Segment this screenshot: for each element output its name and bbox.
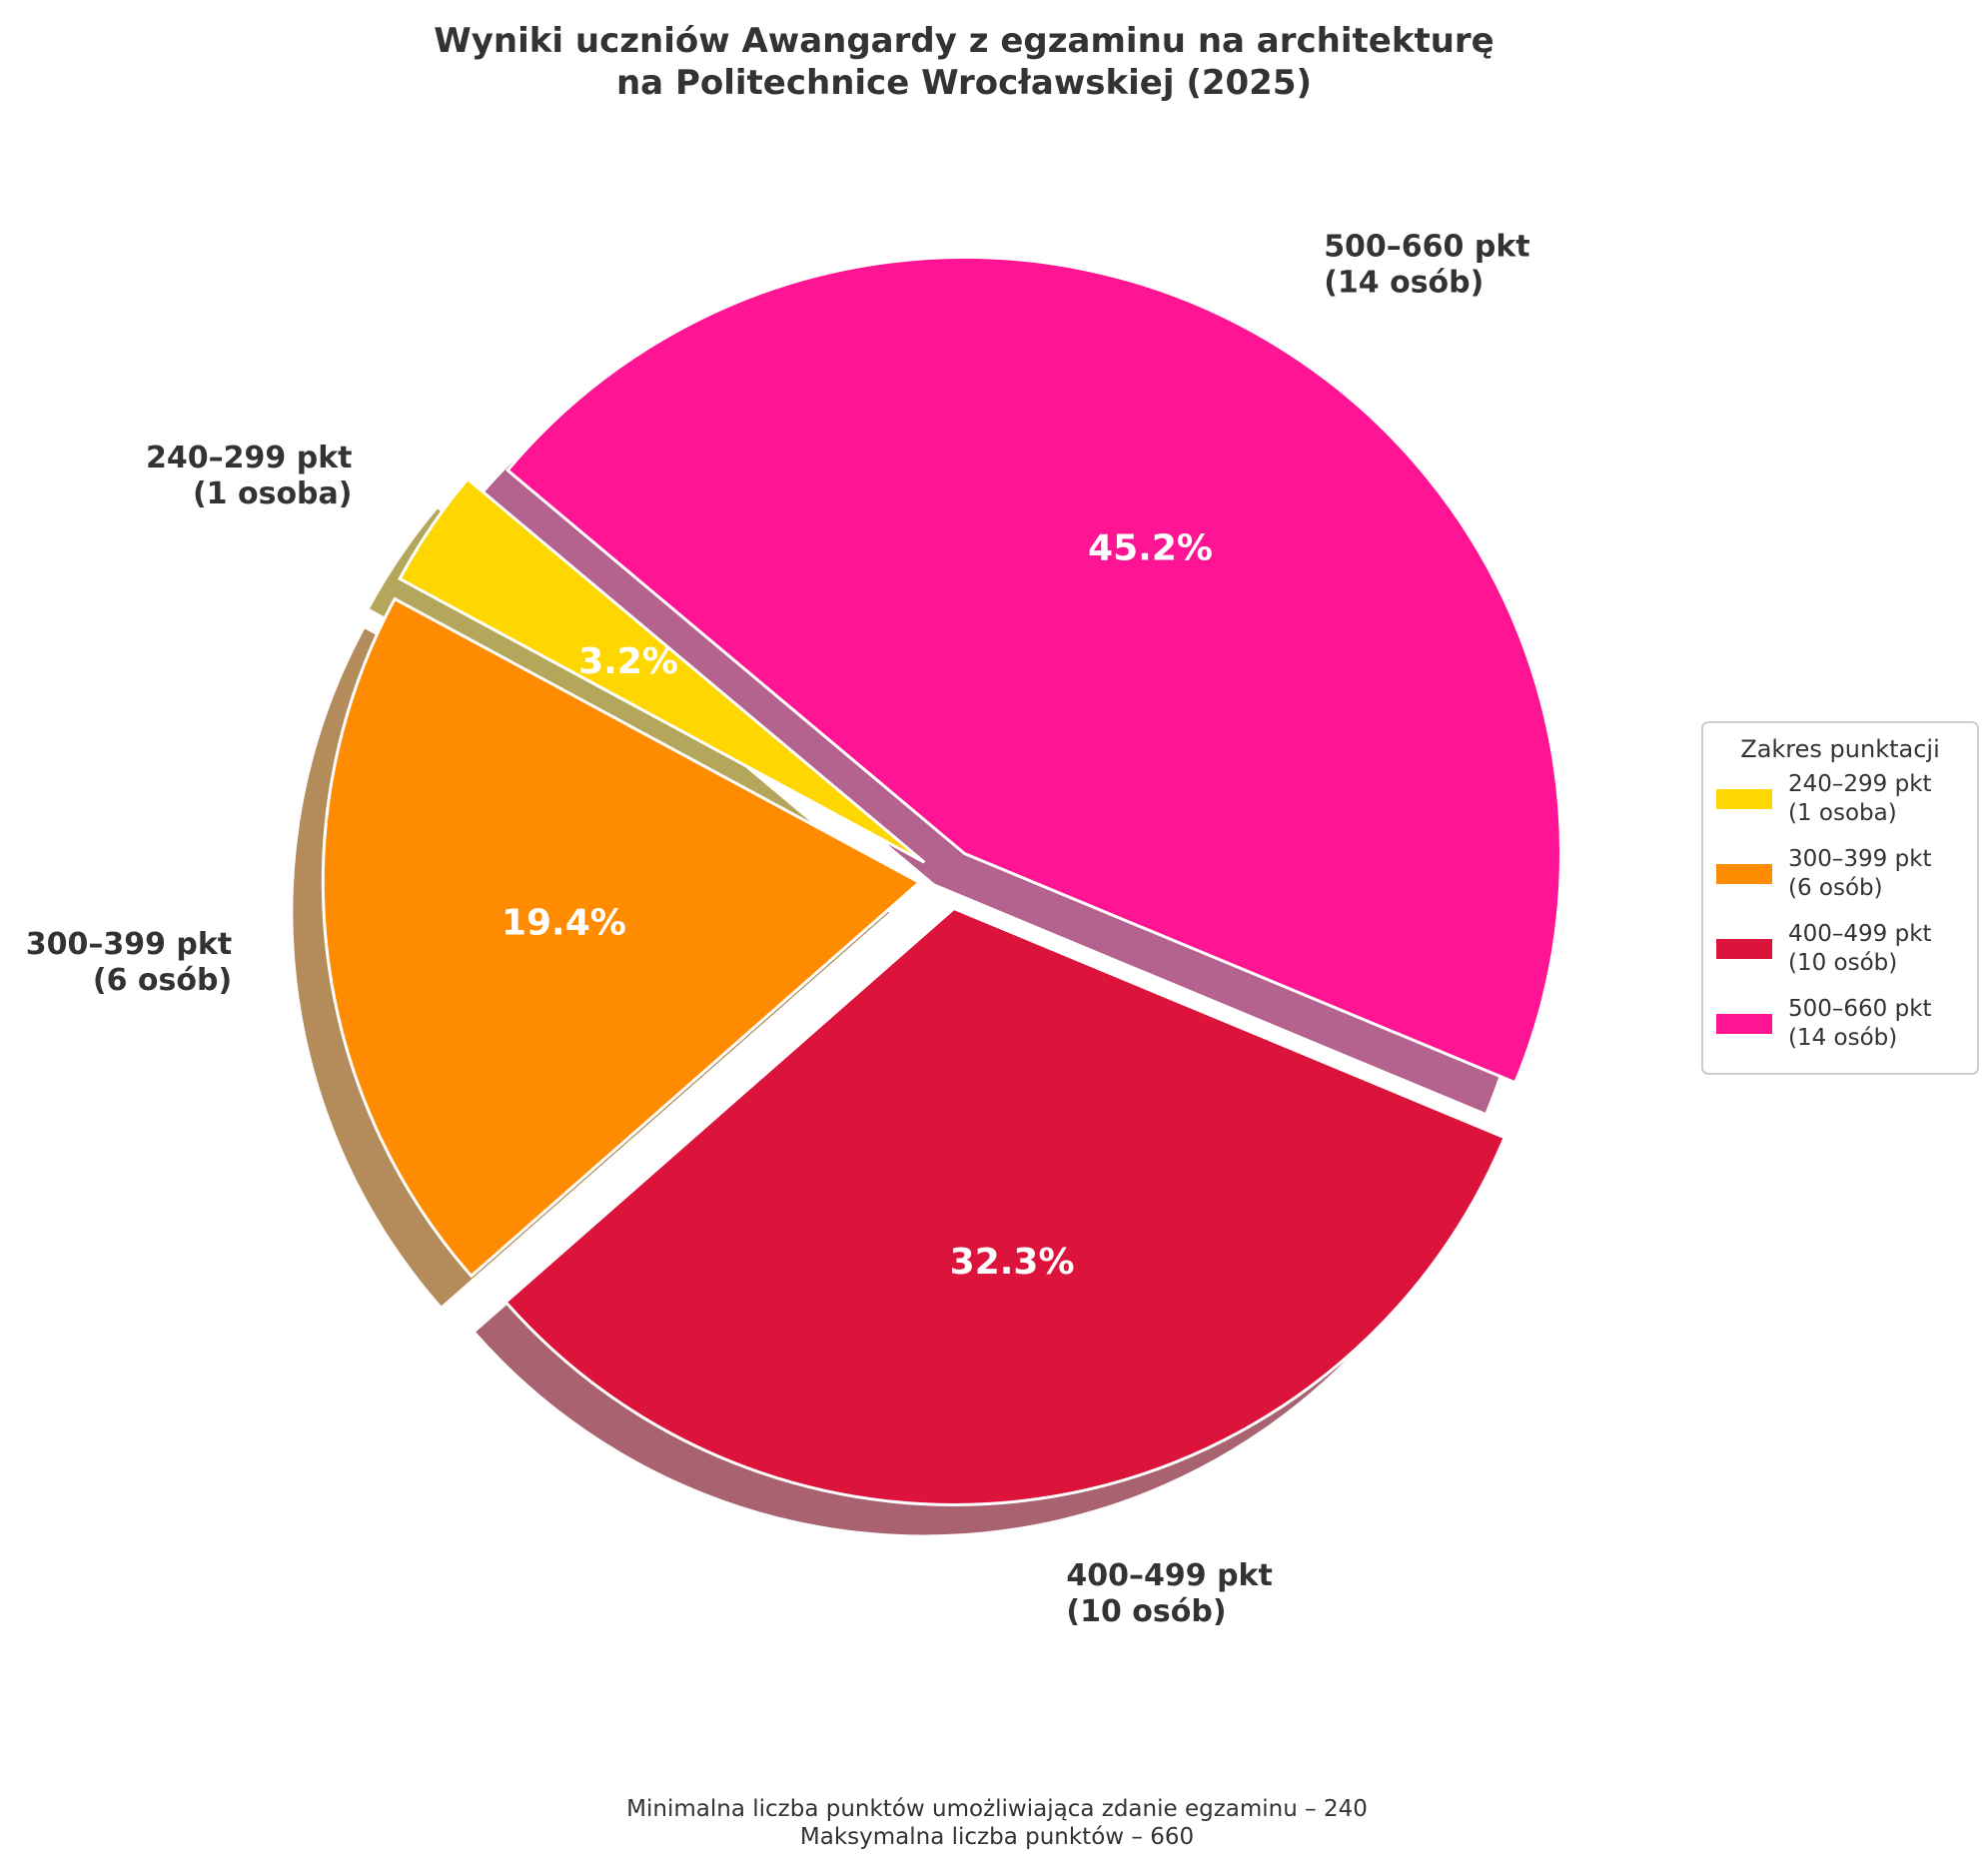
percent-labels: 3.2% 19.4% 32.3% 45.2%: [501, 527, 1213, 1283]
percent-label: 45.2%: [1088, 527, 1213, 568]
chart-title-line-1: Wyniki uczniów Awangardy z egzaminu na a…: [434, 21, 1494, 61]
footnote-line-1: Minimalna liczba punktów umożliwiająca z…: [626, 1796, 1368, 1822]
legend: Zakres punktacji 240–299 pkt (1 osoba) 300…: [1701, 721, 1979, 1075]
pie-slice: [398, 476, 926, 864]
chart-title-line-2: na Politechnice Wrocławskiej (2025): [616, 63, 1312, 103]
legend-items: 240–299 pkt (1 osoba) 300–399 pkt (6 osób) 4…: [1716, 771, 1932, 1051]
slice-label: 500–660 pkt (14 osób): [1324, 230, 1529, 301]
slice-label: 300–399 pkt (6 osób): [26, 927, 232, 998]
pie-slice: [503, 906, 1507, 1506]
slice-labels: 240–299 pkt (1 osoba) 300–399 pkt (6 osób) 4…: [26, 230, 1530, 1629]
pie-slices: [321, 255, 1562, 1506]
legend-swatch: [1716, 789, 1772, 809]
legend-label: 500–660 pkt (14 osób): [1788, 996, 1932, 1051]
slice-label: 240–299 pkt (1 osoba): [146, 441, 352, 511]
legend-label: 240–299 pkt (1 osoba): [1788, 771, 1932, 826]
legend-frame: [1701, 721, 1979, 1075]
percent-label: 19.4%: [501, 903, 626, 944]
slice-label: 400–499 pkt (10 osób): [1066, 1558, 1272, 1629]
legend-swatch: [1716, 939, 1772, 959]
percent-label: 32.3%: [950, 1242, 1075, 1283]
legend-label: 400–499 pkt (10 osób): [1788, 921, 1932, 976]
pie-slice: [505, 255, 1562, 1085]
legend-swatch: [1716, 1014, 1772, 1034]
legend-swatch: [1716, 864, 1772, 884]
legend-title: Zakres punktacji: [1740, 735, 1940, 763]
legend-label: 300–399 pkt (6 osób): [1788, 846, 1932, 901]
percent-label: 3.2%: [578, 641, 678, 682]
pie-slice: [321, 596, 922, 1279]
footnote-line-2: Maksymalna liczba punktów – 660: [800, 1824, 1194, 1850]
